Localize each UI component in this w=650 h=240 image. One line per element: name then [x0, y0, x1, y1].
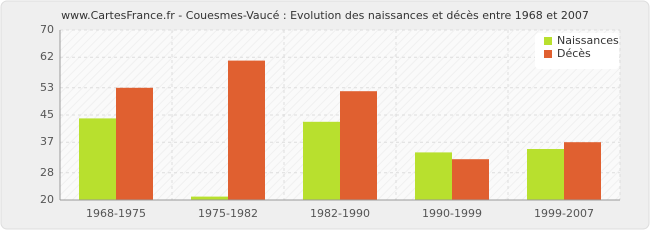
- y-tick-label: 70: [40, 23, 54, 36]
- x-tick-label: 1990-1999: [422, 207, 482, 220]
- legend-swatch: [544, 37, 552, 45]
- legend: [535, 33, 619, 69]
- bar: [452, 159, 489, 200]
- legend-label: Décès: [557, 47, 591, 60]
- bar: [79, 118, 116, 200]
- legend-label: Naissances: [557, 34, 619, 47]
- y-tick-label: 62: [40, 50, 54, 63]
- bar: [415, 152, 452, 200]
- bar: [527, 149, 564, 200]
- y-tick-label: 37: [40, 135, 54, 148]
- bar: [116, 87, 153, 200]
- y-tick-label: 28: [40, 166, 54, 179]
- chart: www.CartesFrance.fr - Couesmes-Vaucé : E…: [0, 0, 650, 230]
- legend-swatch: [544, 50, 552, 58]
- y-tick-label: 20: [40, 193, 54, 206]
- bar: [191, 196, 228, 200]
- y-tick-label: 53: [40, 81, 54, 94]
- x-tick-label: 1975-1982: [198, 207, 258, 220]
- bar: [564, 142, 601, 200]
- chart-title: www.CartesFrance.fr - Couesmes-Vaucé : E…: [61, 9, 589, 22]
- bar: [340, 91, 377, 200]
- x-tick-label: 1982-1990: [310, 207, 370, 220]
- y-tick-label: 45: [40, 108, 54, 121]
- bar: [228, 60, 265, 200]
- bar: [303, 121, 340, 200]
- x-tick-label: 1999-2007: [534, 207, 594, 220]
- x-tick-label: 1968-1975: [86, 207, 146, 220]
